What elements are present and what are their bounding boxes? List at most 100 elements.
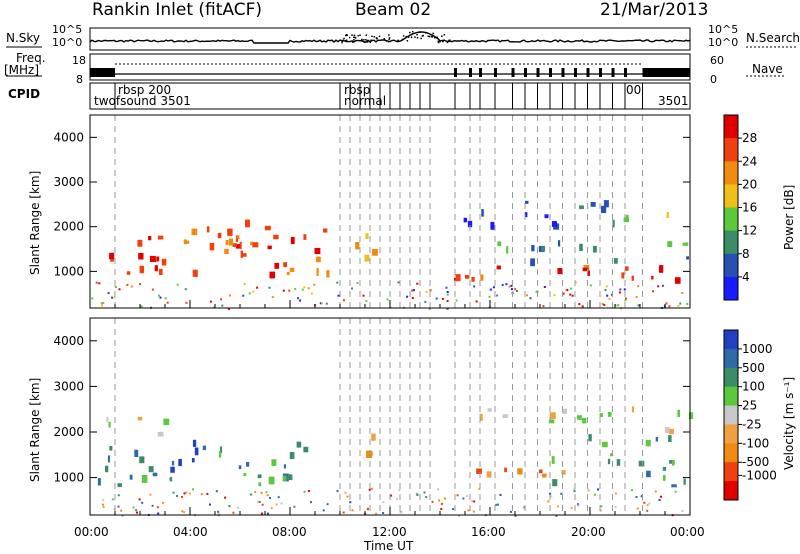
power-echo — [148, 236, 152, 241]
power-echo — [463, 217, 468, 223]
velocity-noise — [382, 512, 385, 514]
velocity-noise — [265, 491, 268, 494]
power-noise — [635, 295, 638, 298]
power-colorbar-tick-label: 24 — [742, 154, 757, 168]
velocity-echo — [671, 484, 677, 488]
power-echo — [183, 239, 187, 245]
power-echo — [481, 209, 484, 217]
nsearch-dot — [365, 39, 367, 41]
cpid-mid-lower: normal — [344, 94, 387, 108]
velocity-noise — [614, 506, 617, 509]
velocity-noise — [102, 499, 105, 502]
power-ytick-label: 4000 — [53, 130, 84, 144]
power-ylabel: Slant Range [km] — [28, 170, 42, 275]
velocity-echo — [638, 460, 645, 467]
velocity-colorbar-cell — [724, 462, 738, 482]
power-echo — [621, 272, 625, 279]
nsearch-dot — [442, 40, 444, 42]
velocity-noise — [136, 511, 138, 514]
velocity-noise — [151, 504, 154, 507]
nsearch-dot — [437, 40, 439, 43]
nsearch-dot — [414, 36, 416, 38]
velocity-echo — [672, 460, 675, 466]
power-noise — [510, 288, 513, 291]
power-echo — [186, 240, 190, 244]
power-noise — [492, 286, 495, 289]
velocity-echo — [542, 473, 547, 478]
velocity-echo — [178, 459, 182, 467]
velocity-echo — [607, 458, 611, 465]
velocity-echo — [152, 472, 158, 477]
power-noise — [601, 302, 604, 305]
velocity-colorbar-cell — [724, 443, 738, 463]
velocity-colorbar-tick-label: -500 — [742, 455, 769, 469]
velocity-noise — [549, 492, 552, 495]
power-echo — [480, 274, 484, 281]
power-noise — [221, 304, 224, 307]
velocity-noise — [181, 510, 184, 513]
nsearch-dot — [385, 40, 388, 42]
freq-marker — [494, 68, 497, 77]
velocity-noise — [473, 500, 476, 503]
nsearch-dot — [406, 40, 409, 42]
power-noise — [637, 304, 640, 307]
velocity-echo — [561, 470, 566, 475]
velocity-echo — [669, 460, 675, 464]
velocity-noise — [322, 509, 325, 512]
power-echo — [659, 265, 664, 273]
power-echo — [126, 271, 131, 275]
cpid-right-upper: 00 — [626, 83, 642, 97]
power-echo — [541, 246, 546, 252]
power-echo — [326, 270, 330, 278]
velocity-echo — [169, 477, 173, 482]
power-noise — [608, 298, 611, 300]
velocity-noise — [121, 514, 124, 517]
velocity-noise — [157, 512, 160, 515]
velocity-noise — [681, 509, 684, 512]
velocity-echo — [282, 475, 287, 481]
power-noise — [578, 303, 581, 306]
power-noise — [319, 302, 322, 305]
velocity-noise — [631, 489, 633, 492]
freq-marker — [561, 68, 565, 77]
velocity-noise — [200, 493, 203, 496]
power-noise — [325, 302, 328, 305]
nsearch-dot — [353, 39, 355, 41]
velocity-echo — [517, 468, 523, 475]
velocity-noise — [269, 497, 271, 499]
power-noise — [271, 296, 274, 299]
velocity-noise — [256, 501, 259, 504]
freq-marker — [536, 68, 540, 77]
velocity-noise — [599, 509, 602, 512]
velocity-noise — [181, 496, 183, 498]
power-noise — [542, 305, 545, 308]
velocity-noise — [465, 495, 468, 498]
velocity-echo — [202, 445, 206, 451]
nsearch-dot — [357, 35, 359, 37]
velocity-noise — [458, 514, 461, 517]
velocity-echo — [108, 422, 111, 428]
power-noise — [313, 283, 316, 286]
nsky-right-tick-top: 10^5 — [708, 23, 739, 36]
nsky-right-tick-bottom: 10^0 — [708, 36, 739, 49]
velocity-echo — [129, 474, 133, 480]
velocity-noise — [660, 495, 662, 498]
power-noise — [166, 301, 169, 304]
velocity-echo — [171, 460, 175, 466]
power-echo — [239, 241, 242, 250]
power-echo — [364, 254, 370, 262]
nsearch-dot — [359, 34, 361, 36]
freq-tick-bottom: 8 — [76, 73, 83, 86]
power-noise — [446, 293, 449, 296]
nsky-label: N.Sky — [6, 31, 41, 45]
power-noise — [625, 297, 627, 300]
nsearch-dot — [448, 39, 450, 42]
power-echo — [250, 241, 253, 246]
power-noise — [337, 294, 340, 297]
nsearch-dot — [418, 31, 421, 33]
velocity-echo — [562, 408, 568, 414]
nsearch-dot — [396, 40, 398, 43]
velocity-echo — [106, 416, 109, 423]
velocity-noise — [570, 507, 573, 509]
